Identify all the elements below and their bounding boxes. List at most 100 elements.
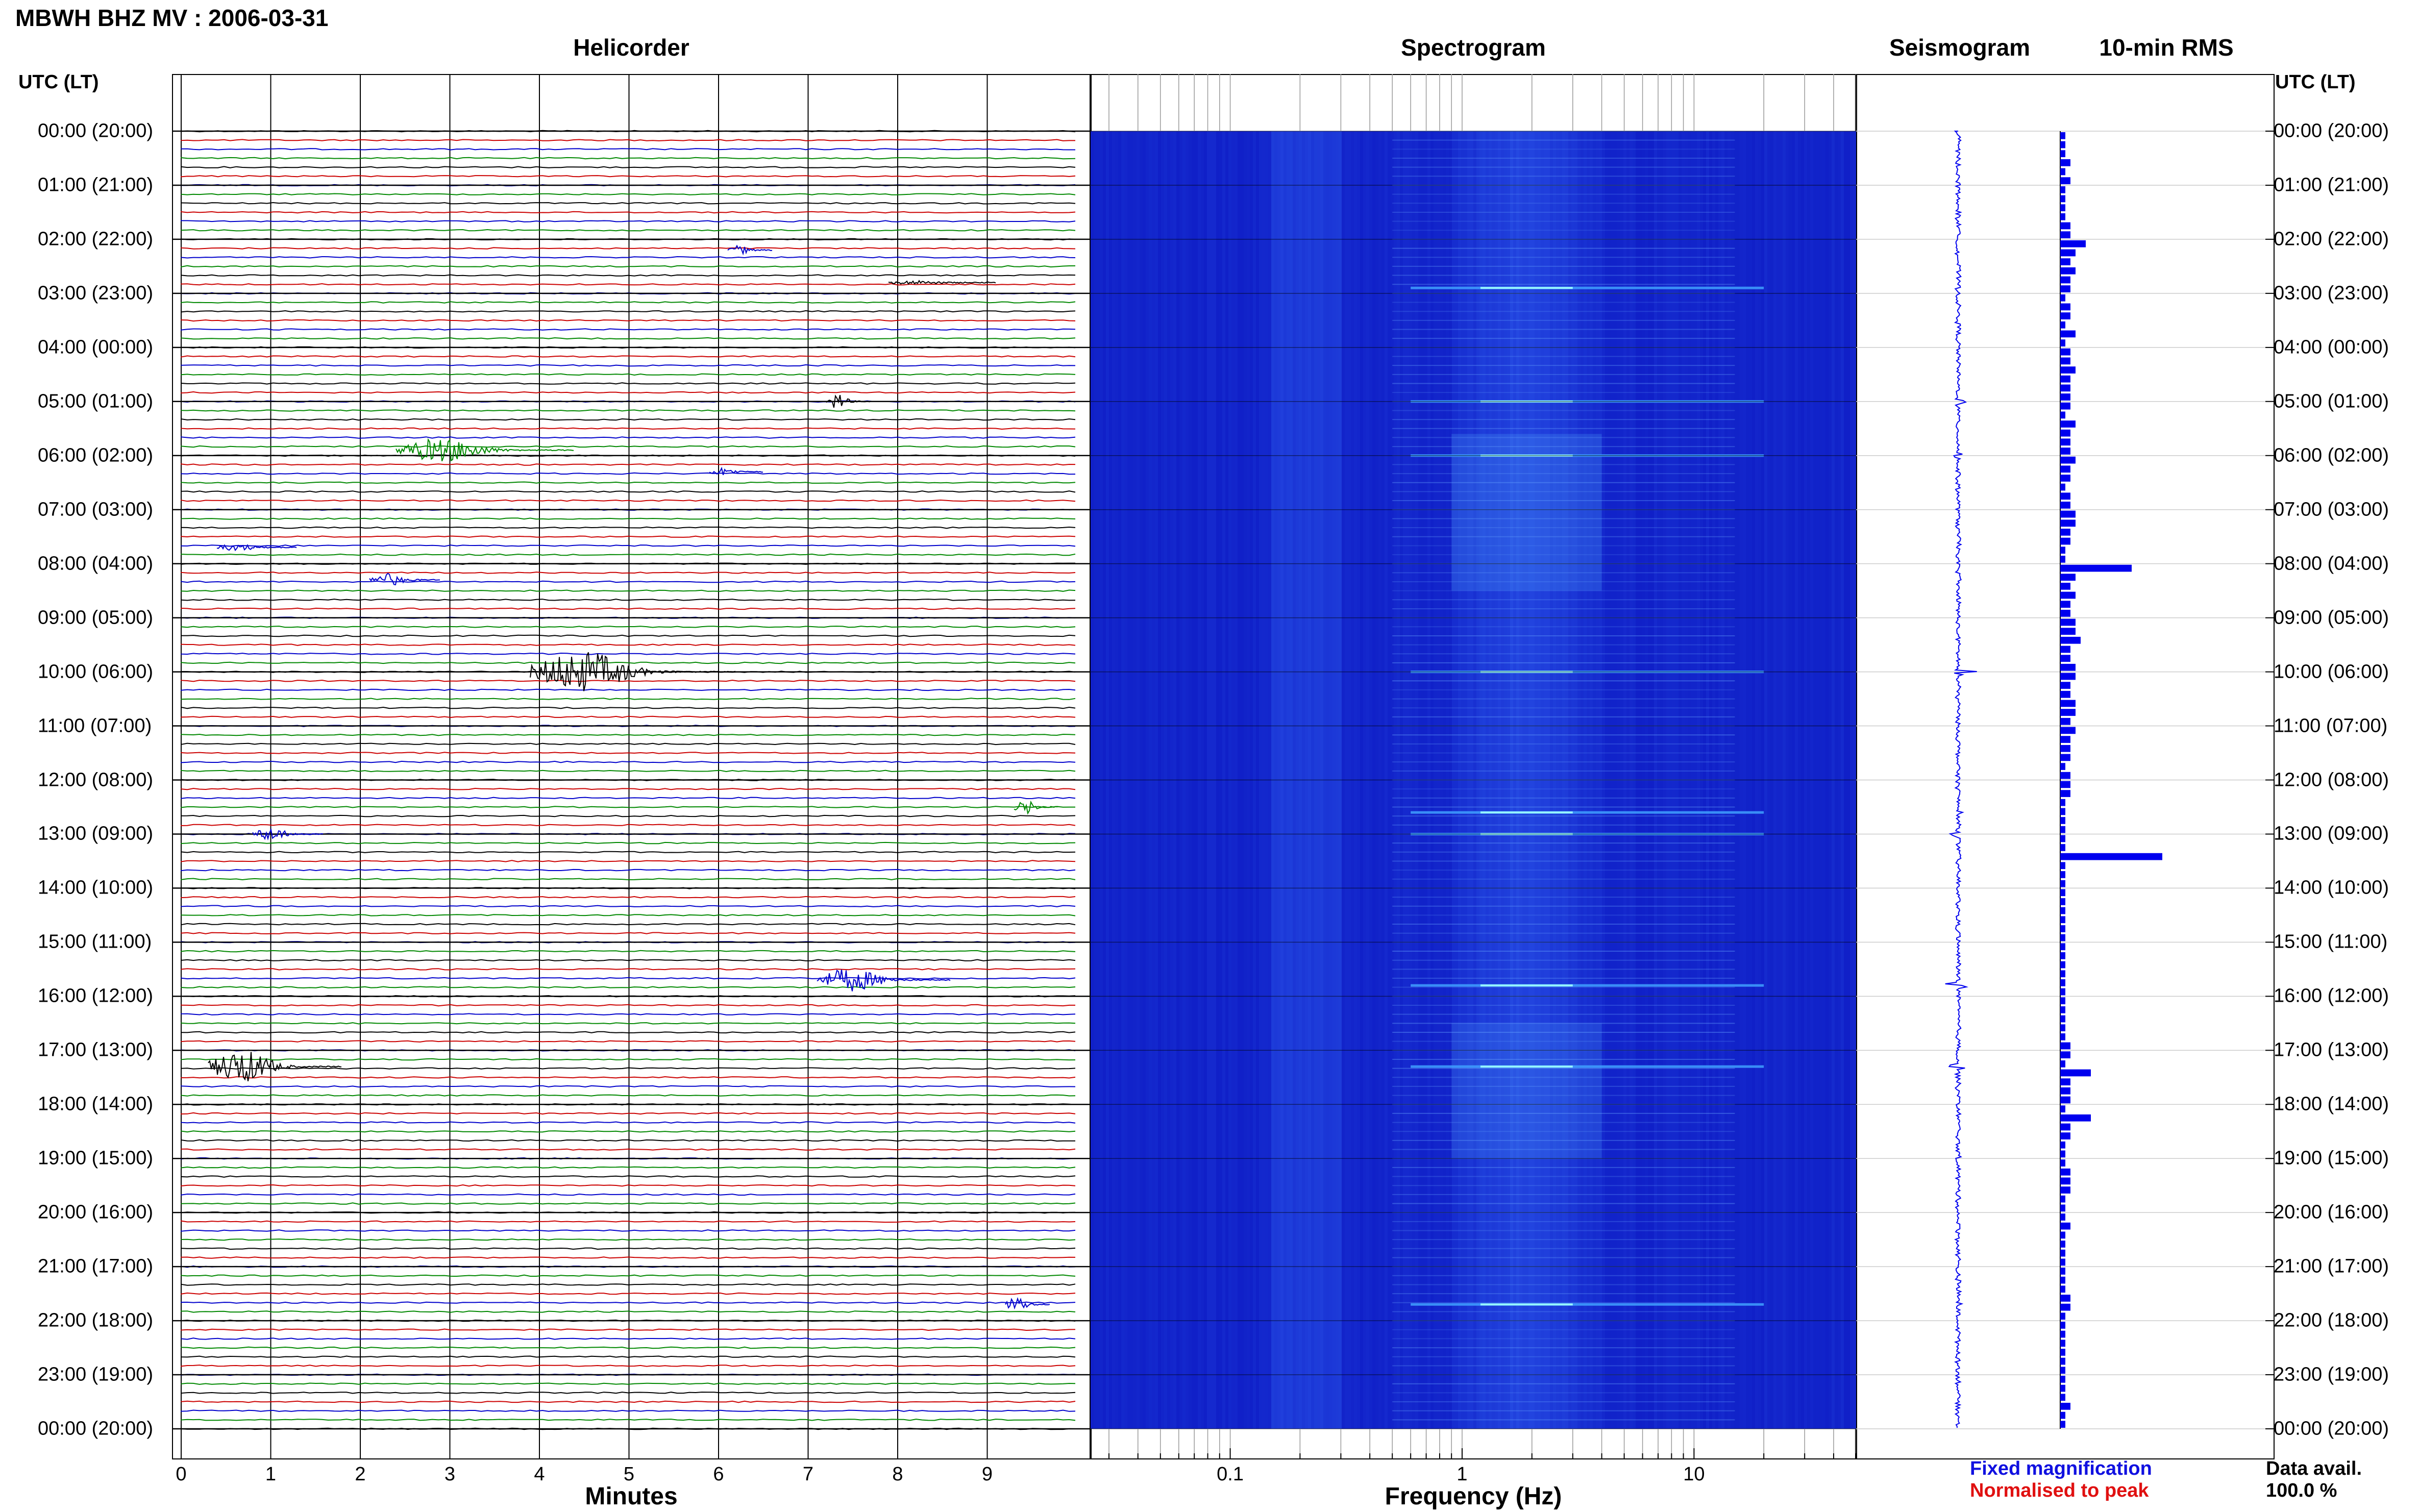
rms-bar <box>2060 537 2070 545</box>
left-time-label: 23:00 (19:00) <box>38 1364 154 1385</box>
helicorder-trace <box>181 1067 1076 1070</box>
rms-bar <box>2060 1213 2065 1221</box>
left-time-label: 12:00 (08:00) <box>38 769 154 790</box>
rms-bar <box>2060 574 2076 581</box>
rms-bar <box>2060 1168 2070 1176</box>
helicorder-trace <box>181 544 1076 547</box>
helicorder-trace <box>181 896 1076 899</box>
helicorder-trace <box>181 1193 1076 1196</box>
rms-bar <box>2060 736 2070 743</box>
helicorder-trace <box>181 1202 1076 1205</box>
seismogram-title: Seismogram <box>1889 34 2031 61</box>
helicorder-trace <box>181 355 1076 358</box>
rms-bar <box>2060 979 2065 986</box>
rms-bar <box>2060 1069 2091 1077</box>
rms-bar <box>2060 1051 2070 1058</box>
helicorder-trace <box>181 1419 1076 1421</box>
rms-bar <box>2060 799 2065 806</box>
helicorder-trace <box>181 211 1076 214</box>
helicorder-event <box>817 970 951 992</box>
left-time-label: 10:00 (06:00) <box>38 661 154 683</box>
helicorder-trace <box>181 652 1076 655</box>
helicorder-trace <box>181 1310 1076 1313</box>
helicorder-trace <box>181 274 1076 277</box>
left-time-label: 19:00 (15:00) <box>38 1147 154 1169</box>
rms-bar <box>2060 1241 2065 1248</box>
rms-bar <box>2060 465 2070 473</box>
rms-bar <box>2060 916 2065 924</box>
left-time-label: 05:00 (01:00) <box>38 390 154 412</box>
seismogram-trace <box>1945 131 1977 1428</box>
right-time-label: 16:00 (12:00) <box>2274 985 2389 1007</box>
helicorder-trace <box>181 157 1076 160</box>
helicorder-trace <box>181 824 1076 827</box>
helicorder-trace <box>181 1040 1076 1043</box>
left-time-label: 07:00 (03:00) <box>38 499 154 520</box>
rms-bar <box>2060 384 2070 392</box>
helicorder-trace <box>181 787 1076 790</box>
rms-bar <box>2060 475 2070 482</box>
rms-bar <box>2060 889 2065 897</box>
rms-bar <box>2060 1322 2065 1329</box>
rms-bar <box>2060 907 2065 914</box>
rms-bar <box>2060 655 2070 662</box>
helicorder-event <box>709 466 763 475</box>
helicorder-trace <box>181 328 1076 331</box>
rms-bar <box>2060 1132 2070 1139</box>
helicorder-trace <box>181 1130 1076 1133</box>
helicorder-trace <box>181 319 1076 322</box>
helicorder-event <box>252 828 324 841</box>
helicorder-trace <box>181 301 1076 304</box>
rms-bar <box>2060 880 2065 887</box>
helicorder-trace <box>181 1121 1076 1124</box>
rms-bar <box>2060 1330 2065 1338</box>
helicorder-trace <box>181 986 1076 988</box>
rms-bar <box>2060 1403 2070 1410</box>
rms-bar <box>2060 1204 2065 1212</box>
helicorder-trace <box>181 463 1076 466</box>
rms-bar <box>2060 1231 2065 1239</box>
helicorder-trace <box>181 1184 1076 1187</box>
rms-bar <box>2060 862 2065 870</box>
helicorder-trace <box>181 814 1076 817</box>
rms-bar <box>2060 1060 2065 1068</box>
helicorder-trace <box>181 256 1076 259</box>
rms-bar <box>2060 1376 2065 1383</box>
helicorder-xtick: 2 <box>355 1464 366 1485</box>
helicorder-xtick: 9 <box>981 1464 993 1485</box>
rms-bar <box>2060 808 2065 815</box>
left-axis-label: UTC (LT) <box>18 71 99 93</box>
right-time-label: 20:00 (16:00) <box>2274 1201 2389 1223</box>
rms-bar <box>2060 366 2076 374</box>
left-time-label: 06:00 (02:00) <box>38 444 154 466</box>
helicorder-trace <box>181 1220 1076 1223</box>
helicorder-trace <box>181 472 1076 475</box>
helicorder-trace <box>181 1031 1076 1034</box>
helicorder-trace <box>181 733 1076 736</box>
rms-bar <box>2060 393 2070 401</box>
helicorder-trace <box>181 391 1076 394</box>
rms-bar <box>2060 1394 2065 1401</box>
helicorder-trace <box>181 679 1076 682</box>
helicorder-trace <box>181 1409 1076 1412</box>
rms-bar <box>2060 610 2070 617</box>
helicorder-trace <box>181 1365 1076 1367</box>
helicorder-trace <box>181 247 1076 250</box>
right-time-label: 21:00 (17:00) <box>2274 1255 2389 1277</box>
right-time-label: 09:00 (05:00) <box>2274 607 2389 629</box>
rms-bar <box>2060 348 2070 356</box>
right-axis-label: UTC (LT) <box>2275 71 2356 93</box>
rms-bar <box>2060 195 2065 203</box>
left-time-label: 03:00 (23:00) <box>38 282 154 304</box>
helicorder-trace <box>181 1256 1076 1259</box>
left-time-label: 22:00 (18:00) <box>38 1309 154 1331</box>
rms-bar <box>2060 717 2070 725</box>
rms-bar <box>2060 682 2070 689</box>
rms-bar <box>2060 835 2065 842</box>
helicorder-trace <box>181 572 1076 574</box>
rms-bar <box>2060 556 2065 563</box>
helicorder-trace <box>181 698 1076 700</box>
rms-bar <box>2060 1141 2065 1149</box>
rms-bar <box>2060 628 2076 635</box>
rms-bar <box>2060 1150 2065 1158</box>
